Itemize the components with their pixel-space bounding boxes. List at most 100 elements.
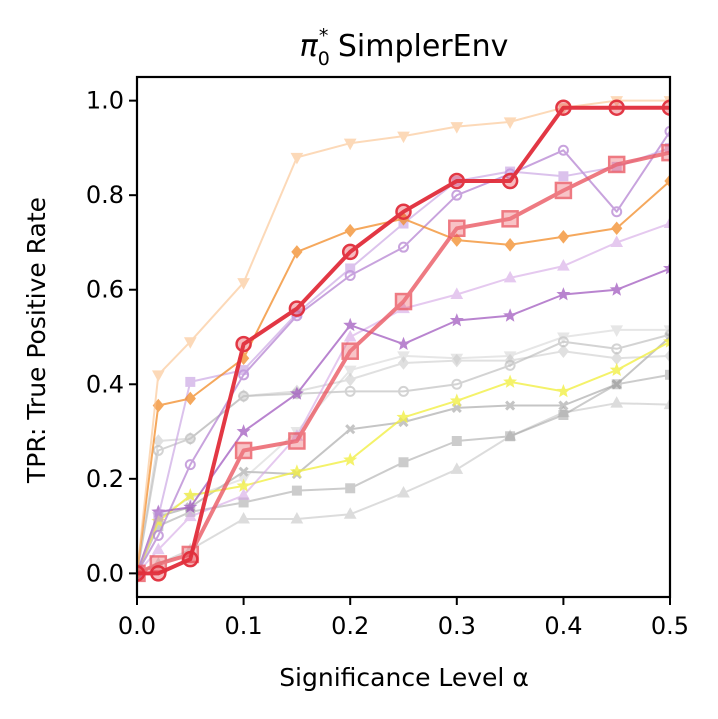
data-point	[501, 172, 519, 190]
data-point	[235, 335, 252, 353]
data-point	[345, 263, 356, 274]
data-point	[237, 488, 250, 500]
series-line-purple-star	[137, 267, 670, 574]
data-point	[151, 542, 165, 555]
data-point	[397, 351, 410, 363]
data-point	[344, 223, 356, 238]
data-point	[504, 238, 516, 252]
series-yellow-star	[137, 334, 670, 580]
x-tick-label: 0.3	[438, 612, 476, 640]
series-red-circle	[137, 99, 670, 582]
data-point	[503, 351, 517, 363]
y-tick-label: 0.8	[86, 181, 124, 209]
data-point	[664, 329, 670, 341]
data-point	[345, 483, 356, 494]
data-point	[556, 384, 571, 398]
series-line-gray-diamond	[137, 350, 670, 574]
data-point	[289, 386, 304, 400]
data-point	[184, 431, 196, 446]
plot-frame	[135, 75, 672, 599]
data-point	[398, 241, 409, 253]
data-point	[237, 511, 250, 524]
data-point	[238, 365, 249, 376]
data-point	[661, 99, 670, 116]
data-point	[664, 349, 670, 363]
data-point	[450, 353, 464, 366]
data-point	[448, 172, 466, 190]
data-point	[505, 400, 516, 411]
data-point	[449, 313, 464, 327]
data-point	[450, 462, 464, 474]
data-point	[183, 499, 198, 514]
title-text: SimplerEnv	[328, 29, 508, 64]
y-tick-label: 0.0	[86, 559, 124, 587]
data-point	[663, 325, 670, 337]
series-orange-diamond	[137, 174, 670, 581]
data-point	[185, 376, 196, 387]
data-point	[503, 117, 517, 129]
data-point	[137, 565, 146, 582]
data-point	[398, 385, 409, 397]
data-point	[344, 385, 356, 397]
data-point	[611, 221, 623, 236]
data-point	[398, 457, 409, 468]
data-point	[504, 359, 516, 371]
data-point	[558, 410, 569, 420]
data-point	[451, 353, 463, 368]
data-point	[288, 300, 306, 317]
data-point	[397, 356, 410, 370]
chart-title: π0* SimplerEnv	[300, 25, 509, 70]
data-point	[397, 485, 410, 498]
series-line-violet-square	[137, 146, 670, 574]
data-point	[288, 432, 306, 450]
data-point	[448, 219, 466, 238]
series-lavender-triangle-up	[137, 216, 670, 578]
data-point	[664, 174, 670, 188]
data-point	[610, 325, 624, 337]
data-point	[663, 397, 670, 410]
data-point	[449, 393, 464, 407]
data-point	[395, 203, 412, 220]
data-point	[558, 400, 569, 411]
data-point	[558, 171, 569, 182]
data-point	[611, 206, 623, 218]
data-point	[343, 365, 357, 378]
data-point	[611, 379, 622, 390]
data-point	[237, 389, 250, 403]
data-point	[238, 466, 249, 477]
title-pi: π	[300, 29, 319, 64]
data-point	[611, 351, 623, 366]
data-point	[344, 372, 356, 387]
y-tick-label: 0.4	[86, 370, 124, 398]
data-point	[152, 530, 164, 542]
data-point	[152, 444, 164, 456]
data-point	[451, 378, 463, 390]
x-axis-label: Significance Level α	[279, 663, 529, 692]
y-tick-label: 0.6	[86, 276, 124, 304]
data-point	[451, 233, 463, 247]
data-point	[394, 292, 413, 311]
data-point	[501, 210, 519, 228]
data-point	[289, 464, 304, 478]
data-point	[450, 122, 464, 134]
series-gray-circle	[137, 329, 670, 579]
data-point	[153, 511, 164, 522]
data-point	[343, 507, 357, 519]
data-point	[663, 334, 670, 348]
data-point	[663, 261, 670, 275]
data-point	[182, 550, 199, 568]
data-point	[341, 243, 359, 261]
data-point	[451, 189, 463, 201]
data-point	[290, 152, 304, 165]
data-point	[236, 424, 251, 438]
data-point	[343, 138, 357, 151]
data-point	[291, 485, 302, 496]
data-point	[557, 230, 570, 244]
data-point	[664, 125, 670, 137]
x-tick-label: 0.0	[118, 612, 156, 640]
y-axis: 0.0 0.2 0.4 0.6 0.8 1.0	[86, 87, 137, 587]
y-tick-label: 0.2	[86, 465, 124, 493]
x-tick-label: 0.1	[225, 612, 263, 640]
data-point	[503, 270, 517, 283]
